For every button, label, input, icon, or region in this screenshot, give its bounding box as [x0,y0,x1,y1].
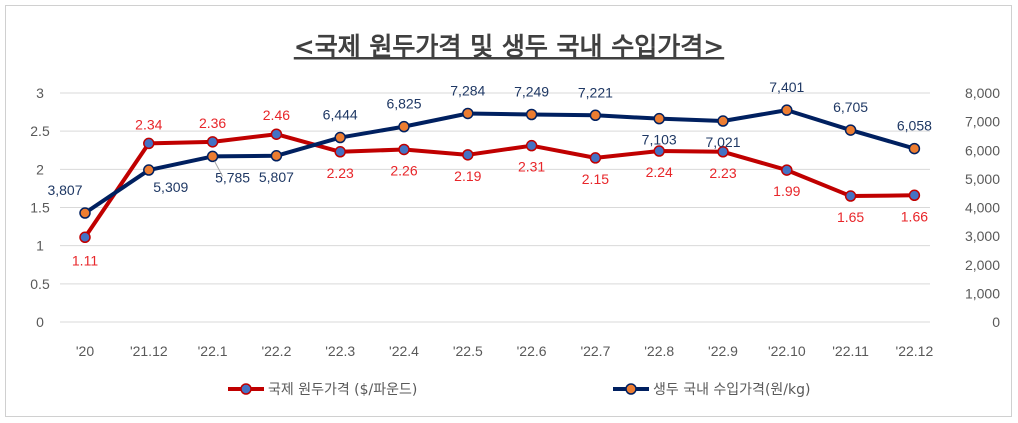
left-axis-tick: 2 [36,161,44,177]
data-label: 7,249 [514,83,549,99]
leader-line [214,161,224,177]
left-axis-tick: 3 [36,85,44,101]
data-label: 2.15 [582,171,609,187]
data-point [589,109,602,122]
data-point [589,152,602,164]
data-label: 5,309 [153,179,188,195]
data-label: 2.23 [327,165,354,181]
legend-marker [240,383,252,395]
data-label: 1.65 [837,209,864,225]
right-axis-tick: 1,000 [965,285,1000,301]
data-label: 6,705 [833,99,868,115]
data-label: 5,807 [259,169,294,185]
data-point [206,150,219,163]
data-label: 2.36 [199,115,226,131]
x-axis-tick: '22.7 [580,343,610,359]
left-axis-tick: 1.5 [30,200,50,216]
left-axis-tick: 0 [36,314,44,330]
right-axis-tick: 0 [992,314,1000,330]
data-point [334,131,346,144]
right-axis-tick: 7,000 [965,114,1000,130]
data-label: 6,444 [323,107,358,123]
x-axis-tick: '22.4 [389,343,419,359]
data-point [143,164,155,176]
right-axis-tick: 4,000 [965,200,1000,216]
right-axis-tick: 2,000 [965,257,1000,273]
data-point [525,139,538,152]
x-axis-tick: '21.12 [130,343,168,359]
data-label: 5,785 [215,169,250,185]
data-label: 7,103 [642,132,677,148]
data-label: 6,825 [386,96,421,112]
data-point [398,120,410,133]
x-axis-tick: '22.3 [325,343,355,359]
data-label: 7,021 [705,134,740,150]
data-label: 7,284 [450,82,485,98]
right-axis-tick: 6,000 [965,142,1000,158]
data-point [844,124,857,136]
x-axis-tick: '22.2 [261,343,291,359]
data-point [844,190,857,202]
right-axis-tick: 8,000 [965,85,1000,101]
data-point [398,143,410,156]
data-point [908,142,921,155]
data-point [206,136,219,148]
data-point [717,115,729,127]
x-axis-tick: '22.10 [768,343,806,359]
data-point [143,137,155,150]
data-label: 7,221 [578,84,613,100]
data-point [462,107,474,120]
data-label: 1.66 [901,208,928,224]
legend-label: 생두 국내 수입가격(원/kg) [653,382,810,398]
data-label: 2.26 [390,162,417,178]
legend-marker [625,383,637,395]
data-point [781,164,793,176]
data-point [334,146,346,158]
data-label: 1.11 [72,252,98,268]
right-axis-tick: 5,000 [965,171,1000,187]
data-point [462,149,474,161]
x-axis-tick: '20 [76,343,94,359]
left-axis-tick: 0.5 [30,276,50,292]
data-point [653,145,665,157]
series-line [83,132,915,239]
data-point [270,150,283,162]
chart-title: <국제 원두가격 및 생두 국내 수입가격> [294,32,724,61]
left-axis-tick: 2.5 [30,123,50,139]
data-label: 2.46 [263,107,290,123]
x-axis-tick: '22.1 [198,343,228,359]
x-axis-tick: '22.9 [708,343,738,359]
x-axis-tick: '22.8 [644,343,674,359]
data-point [717,146,729,158]
right-axis-tick: 3,000 [965,228,1000,244]
data-label: 2.19 [454,168,481,184]
data-point [781,104,793,116]
series-line [83,108,915,215]
data-label: 1.99 [773,183,800,199]
data-label: 2.23 [709,165,736,181]
left-axis-tick: 1 [36,238,44,254]
x-axis-tick: '22.12 [896,343,934,359]
data-point [525,108,538,121]
data-label: 2.31 [518,159,545,175]
data-label: 2.34 [135,116,162,132]
data-label: 7,401 [769,79,804,95]
data-label: 2.24 [646,164,673,180]
data-point [270,128,283,140]
data-point [79,231,91,244]
x-axis-tick: '22.11 [832,343,869,359]
data-label: 3,807 [47,182,82,198]
data-point [79,207,91,219]
chart-frame [5,5,1012,417]
legend-label: 국제 원두가격 ($/파운드) [268,382,417,398]
data-label: 6,058 [897,118,932,134]
x-axis-tick: '22.5 [453,343,483,359]
data-point [653,112,665,125]
data-point [908,189,921,202]
x-axis-tick: '22.6 [517,343,547,359]
